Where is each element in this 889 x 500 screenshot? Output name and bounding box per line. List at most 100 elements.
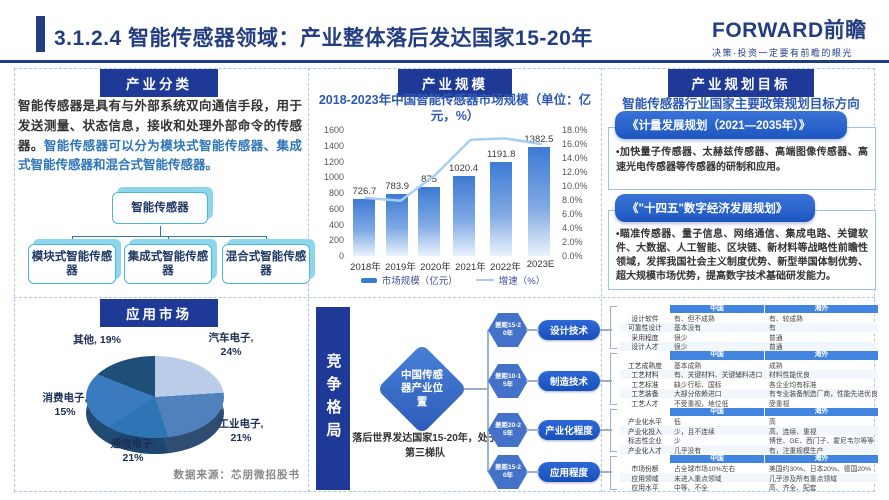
table-row: 市场份额 占全球市场10%左右 美国约30%、日本20%、德国20% — [620, 464, 878, 473]
overseas-value-cell: 高、连续、重视 — [769, 428, 817, 436]
china-value-cell: 未进入重点领域 — [674, 475, 722, 483]
line-series-swatch — [475, 279, 494, 281]
tree-connector — [72, 236, 266, 237]
table-row: 工艺标准 缺少行标、国标 各企业均有标准 — [620, 379, 878, 389]
china-value-cell: 不受重视，地位低 — [674, 400, 729, 408]
x-axis-label: 2023E — [526, 259, 555, 270]
y2-axis-tick: 10.0% — [562, 181, 588, 191]
china-value-cell: 基本没有 — [674, 325, 702, 333]
overseas-value-cell: 各企业均有标准 — [769, 381, 817, 389]
overseas-value-cell: 材料性能优良 — [769, 372, 810, 380]
tree-child-node: 集成式智能传感器 — [124, 244, 212, 284]
x-axis-label: 2022年 — [490, 262, 521, 273]
row-label-cell: 工艺成熟度 — [628, 363, 662, 371]
bar-value-label: 783.9 — [385, 181, 410, 193]
table-row: 采用程度 很少 普通 — [620, 332, 878, 342]
bar-column: 1382.5 — [524, 134, 553, 256]
pie-slice-label: 工业电子, 21% — [218, 418, 264, 444]
overseas-value-cell: 普通 — [769, 344, 783, 352]
tree-child-node: 模块式智能传感器 — [28, 244, 116, 284]
legend-label-bars: 市场规模（亿元） — [381, 276, 458, 287]
y-axis-right: 18.0% 16.0% 14.0% 12.0% 10.0% 8.0% 6.0% 4.0% 2.0… — [562, 125, 592, 261]
overseas-value-cell: 有、较成熟 — [769, 316, 803, 324]
table-row: 产业化人才 几乎没有 有，注重规模生产 — [620, 444, 878, 455]
connector-line — [600, 380, 612, 382]
x-axis-label: 2019年 — [385, 262, 416, 273]
table-header-row: 中国 海外 — [620, 407, 878, 417]
row-label-cell: 标志性企业 — [628, 438, 662, 446]
pie-slice-label: 消费电子, 15% — [42, 392, 88, 418]
china-header-cell: 中国 — [670, 351, 765, 360]
overseas-value-cell: 成熟 — [769, 363, 783, 371]
planning-subtitle: 智能传感器行业国家主要政策规划目标方向 — [622, 97, 860, 111]
y-axis-tick: 1600 — [323, 125, 344, 135]
y-axis-tick: 400 — [328, 219, 344, 230]
market-size-bar — [452, 175, 475, 256]
market-size-bar — [353, 198, 376, 256]
overseas-value-cell: 美国约30%、日本20%、德国20% — [769, 466, 871, 474]
bar-column: 783.9 — [385, 181, 409, 256]
diamond-label-text: 中国传感器产业位置 — [401, 368, 443, 408]
x-axis-labels: 2018年 2019年 2020年 2021年 2022年 2023E — [348, 259, 558, 273]
table-row: 应用领域 未进入重点领域 几乎涉及所有重点领域 — [620, 473, 878, 483]
legend-label-line: 增速（%） — [498, 276, 546, 287]
company-logo: FORWARD前瞻 决策·投资一定要有前瞻的眼光 — [712, 14, 878, 59]
column-divider-right — [601, 68, 602, 492]
table-row: 工艺成熟度 基本成熟 成熟 — [620, 360, 878, 371]
legend-item-bars: 市场规模（亿元） — [360, 273, 458, 287]
policy-content-2: •瞄准传感器、量子信息、网络通信、集成电路、关键软件、大数据、人工智能、区块链、… — [616, 229, 868, 282]
row-label-cell: 工艺材料 — [631, 372, 659, 380]
badge-classification: 产业分类 — [100, 69, 218, 97]
badge-competition: 竞争格局 — [316, 307, 350, 490]
row-divider — [14, 297, 875, 298]
y-axis-tick: 1000 — [323, 172, 344, 183]
bar-column: 1191.8 — [487, 149, 515, 256]
y-axis-tick: 200 — [328, 235, 344, 246]
bar-value-label: 1191.8 — [487, 149, 516, 161]
pie-slice-label: 通信电子, 21% — [110, 438, 156, 464]
bar-value-label: 1382.5 — [524, 134, 554, 146]
table-row: 设计软件 有、但不成熟 有、较成熟 — [620, 313, 878, 324]
table-row: 工艺人才 不受重视，地位低 受重视 — [620, 398, 878, 408]
section-bracket — [610, 353, 617, 406]
overseas-header-cell: 海外 — [765, 454, 878, 464]
y2-axis-tick: 16.0% — [562, 139, 588, 149]
china-value-cell: 很少 — [674, 344, 688, 352]
chart-legend: 市场规模（亿元） 增速（%） — [330, 273, 576, 287]
y-axis-tick: 600 — [328, 203, 344, 214]
bar-group: 726.7 783.9 875 1020.4 1191.8 1382.5 — [348, 130, 558, 256]
market-size-bar — [418, 187, 441, 256]
logo-tagline: 决策·投资一定要有前瞻的眼光 — [712, 48, 853, 58]
y2-axis-tick: 14.0% — [562, 153, 588, 163]
row-label-cell: 可靠性设计 — [628, 325, 662, 333]
table-header-row: 中国 海外 — [620, 351, 878, 360]
bar-value-label: 726.7 — [352, 185, 377, 197]
overseas-value-cell: 高 — [769, 419, 776, 427]
policy-title-2: 《"十四五"数字经济发展规划》 — [615, 194, 815, 222]
section-bracket — [610, 456, 617, 490]
y-axis-tick: 1200 — [323, 156, 344, 167]
y-axis-tick: 800 — [328, 188, 344, 198]
connector-line — [600, 471, 612, 473]
overseas-value-cell: 博世、GE、西门子、霍尼韦尔等等 — [769, 438, 874, 446]
china-value-cell: 有、关键材料、关键辅料进口 — [674, 372, 763, 380]
connector-line — [526, 471, 539, 473]
connector-line — [526, 429, 539, 431]
policy-title-1: 《计量发展规划（2021—2035年）》 — [615, 111, 847, 139]
china-value-cell: 有、但不成熟 — [674, 316, 715, 324]
row-label-cell: 产业化人才 — [628, 447, 662, 455]
market-size-bar — [386, 194, 409, 256]
china-value-cell: 少 — [674, 438, 681, 446]
table-row: 产业化投入 少，且不连续 高、连续、重视 — [620, 426, 878, 436]
x-axis-label: 2021年 — [455, 262, 486, 273]
pie-slice-label: 汽车电子, 24% — [208, 332, 254, 358]
bar-value-label: 1020.4 — [449, 162, 479, 174]
row-label-cell: 产业化投入 — [628, 428, 662, 436]
bar-series-swatch — [360, 277, 377, 283]
row-label-cell: 市场份额 — [631, 466, 659, 474]
china-header-cell: 中国 — [670, 454, 765, 464]
row-label-cell: 工艺标准 — [631, 381, 659, 389]
legend-item-line: 增速（%） — [475, 273, 546, 287]
row-label-cell: 产业化水平 — [628, 419, 662, 427]
